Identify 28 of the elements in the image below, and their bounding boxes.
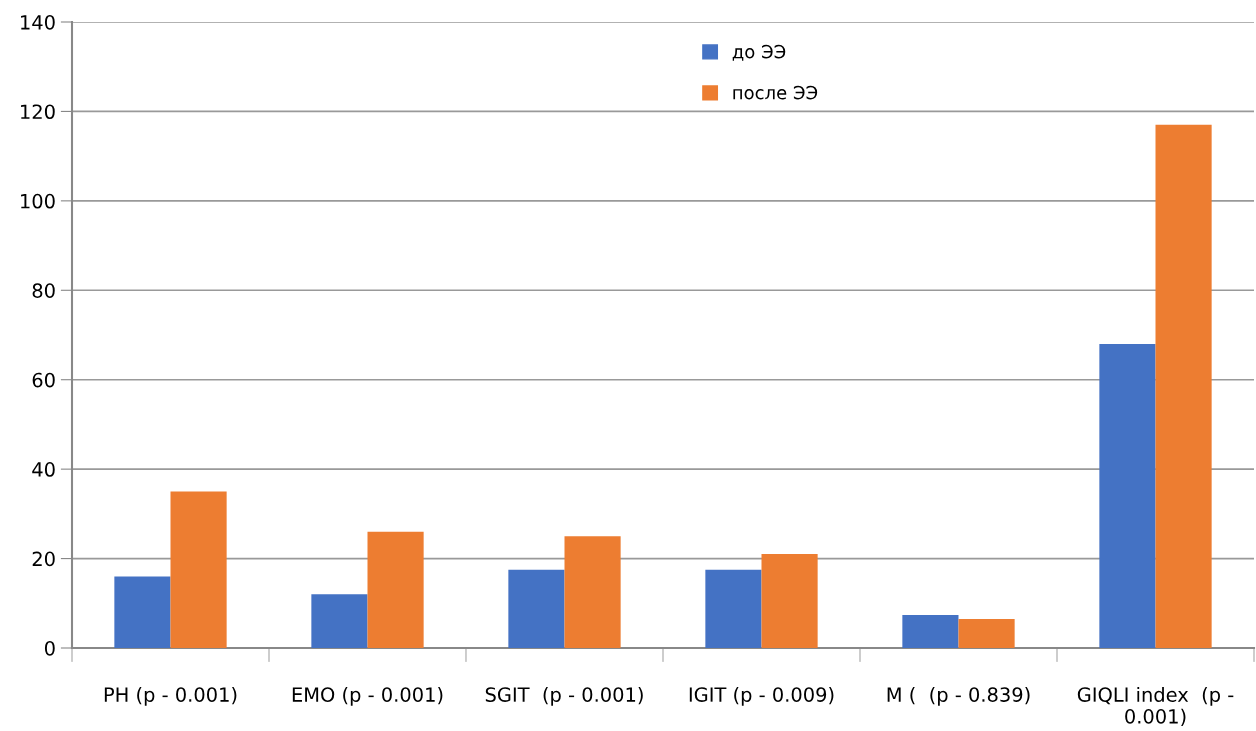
legend-label: после ЭЭ bbox=[733, 85, 818, 100]
bar bbox=[1155, 124, 1212, 648]
y-tick-label: 20 bbox=[32, 551, 55, 567]
y-tick-label: 80 bbox=[32, 283, 55, 298]
x-tick-label: PH (p - 0.001) bbox=[104, 686, 237, 706]
x-tick-label: SGIT (p - 0.001) bbox=[485, 686, 643, 706]
y-tick-label: 0 bbox=[44, 640, 55, 656]
y-tick-label: 100 bbox=[21, 193, 55, 209]
y-tick-label: 120 bbox=[21, 104, 55, 120]
bar bbox=[170, 491, 227, 648]
bar bbox=[114, 576, 171, 648]
bar bbox=[508, 569, 565, 648]
bar bbox=[902, 614, 959, 648]
x-tick-label: GIQLI index (p - 0.001) bbox=[1077, 686, 1234, 726]
y-tick-label: 60 bbox=[32, 372, 55, 388]
bar bbox=[1099, 343, 1156, 648]
legend-label: до ЭЭ bbox=[732, 44, 786, 61]
bar bbox=[367, 531, 424, 648]
x-tick-label: IGIT (p - 0.009) bbox=[689, 686, 834, 706]
bar bbox=[958, 618, 1015, 648]
bar bbox=[564, 536, 621, 648]
x-tick-label: EMO (p - 0.001) bbox=[292, 686, 443, 706]
bar bbox=[311, 594, 368, 648]
bar bbox=[705, 569, 762, 648]
y-tick-label: 40 bbox=[32, 462, 55, 477]
bar bbox=[761, 554, 818, 648]
y-tick-label: 140 bbox=[21, 14, 55, 30]
x-tick-label: M ( (p - 0.839) bbox=[887, 686, 1030, 706]
